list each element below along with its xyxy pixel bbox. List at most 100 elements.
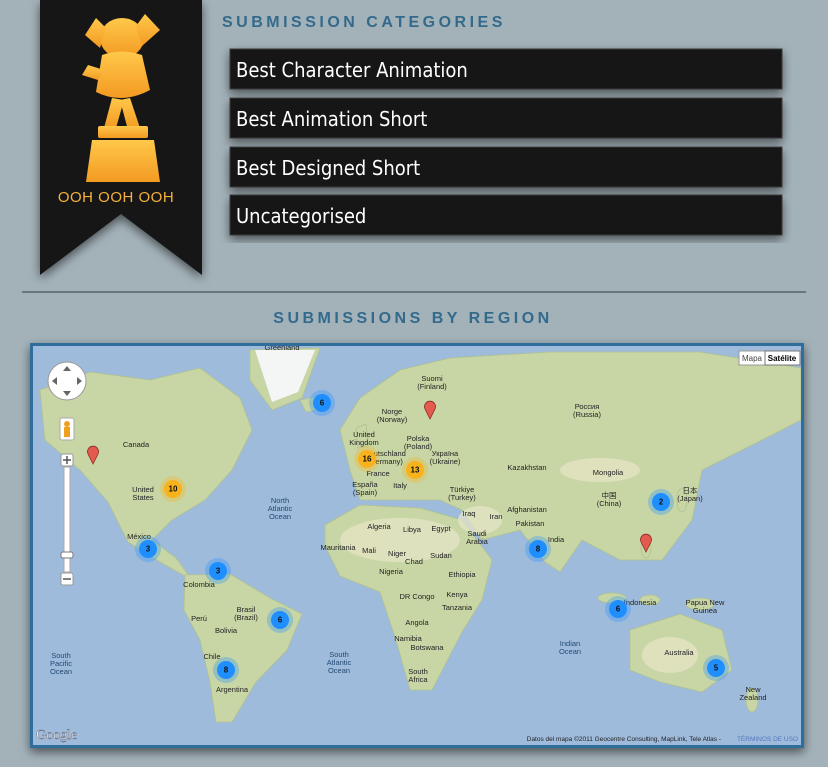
cluster-count[interactable]: 13 (411, 466, 420, 475)
map-label: (Norway) (377, 415, 408, 424)
pegman-icon (64, 427, 70, 437)
cluster-count[interactable]: 8 (224, 666, 229, 675)
map-label: Colombia (183, 580, 216, 589)
map-label: (China) (597, 499, 622, 508)
map-label: Atlantic (268, 504, 293, 513)
cluster[interactable] (139, 540, 157, 558)
map-label: 中国 (602, 490, 617, 500)
map-label: Mauritania (320, 543, 356, 552)
pan-control[interactable] (47, 361, 87, 401)
cluster-count[interactable]: 3 (146, 545, 151, 554)
category-button[interactable] (229, 194, 783, 236)
map-label: States (132, 493, 154, 502)
map-label: Canada (123, 440, 150, 449)
map-controls: Mapa Satélite (47, 350, 801, 586)
category-label[interactable]: Best Character Animation (236, 58, 468, 82)
map-label: Greenland (264, 343, 299, 352)
map-label: Argentina (216, 685, 249, 694)
map-label: (Turkey) (448, 493, 476, 502)
map-label: Pakistan (516, 519, 545, 528)
cluster[interactable] (529, 540, 547, 558)
map-label: Tanzania (442, 603, 473, 612)
cluster[interactable] (707, 659, 725, 677)
map-label: South (408, 667, 428, 676)
map-label: Indian (560, 639, 580, 648)
cluster[interactable] (164, 480, 182, 498)
category-button[interactable] (229, 97, 783, 139)
cluster[interactable] (217, 661, 235, 679)
cluster-count[interactable]: 8 (536, 545, 541, 554)
cluster[interactable] (271, 611, 289, 629)
map-label: Iraq (463, 509, 476, 518)
category-label[interactable]: Uncategorised (236, 204, 366, 228)
map-type-label[interactable]: Satélite (768, 354, 797, 363)
map-label: Kingdom (349, 438, 379, 447)
pin[interactable] (640, 533, 652, 553)
cluster-count[interactable]: 5 (714, 664, 719, 673)
section-heading: SUBMISSIONS BY REGION (273, 310, 552, 327)
map-label: Niger (388, 549, 406, 558)
map-label: Ocean (328, 666, 350, 675)
map-label: Atlantic (327, 658, 352, 667)
map-label: Mali (362, 546, 376, 555)
map-label: (Poland) (404, 442, 433, 451)
cluster[interactable] (652, 493, 670, 511)
category-button[interactable] (229, 146, 783, 188)
map-label: Libya (403, 525, 422, 534)
map-label: Guinea (693, 606, 718, 615)
map-label: (Germany) (367, 457, 403, 466)
cluster[interactable] (209, 562, 227, 580)
map-type-button[interactable] (764, 350, 801, 366)
map-label: Bolivia (215, 626, 238, 635)
cluster[interactable] (313, 394, 331, 412)
map-pins (87, 400, 652, 553)
map-logo[interactable]: Google (36, 728, 78, 743)
map-label: Botswana (411, 643, 445, 652)
map-label: Polska (407, 434, 430, 443)
map-label: (Finland) (417, 382, 447, 391)
map-label: Arabia (466, 537, 489, 546)
cluster[interactable] (406, 461, 424, 479)
map-label: North (271, 496, 289, 505)
map[interactable]: Greenland Suomi(Finland) Norge(Norway) Росс… (33, 343, 801, 745)
cluster[interactable] (609, 600, 627, 618)
map-label: Nigeria (379, 567, 404, 576)
cluster-count[interactable]: 16 (363, 455, 372, 464)
map-label: (Brazil) (234, 613, 258, 622)
map-label: DR Congo (399, 592, 434, 601)
map-label: Angola (405, 618, 429, 627)
map-label: Perú (191, 614, 207, 623)
map-label: Ocean (269, 512, 291, 521)
pin[interactable] (87, 445, 99, 465)
map-label: Pacific (50, 659, 72, 668)
cluster-count[interactable]: 2 (659, 498, 664, 507)
map-terms[interactable]: TÉRMINOS DE USO (737, 734, 798, 743)
cluster-count[interactable]: 6 (616, 605, 621, 614)
cluster-count[interactable]: 10 (169, 485, 178, 494)
cluster-count[interactable]: 6 (320, 399, 325, 408)
cluster[interactable] (358, 450, 376, 468)
desert (340, 458, 698, 673)
zoom-handle[interactable] (60, 551, 74, 559)
ice (255, 350, 315, 402)
category-label[interactable]: Best Animation Short (236, 107, 427, 131)
map-label: Afghanistan (507, 505, 547, 514)
map-type-label[interactable]: Mapa (742, 354, 763, 363)
map-label: Suomi (421, 374, 443, 383)
map-label: South (51, 651, 71, 660)
cluster-count[interactable]: 3 (216, 567, 221, 576)
map-label: Iran (490, 512, 503, 521)
map-label: Algeria (367, 522, 391, 531)
cluster-count[interactable]: 6 (278, 616, 283, 625)
map-label: Indonesia (624, 598, 657, 607)
pin[interactable] (424, 400, 436, 420)
pegman-icon (64, 421, 70, 427)
zoom-in-icon (63, 456, 71, 464)
category-button[interactable] (229, 48, 783, 90)
category-label[interactable]: Best Designed Short (236, 156, 420, 180)
map-label: (Ukraine) (430, 457, 461, 466)
map-label: Sudan (430, 551, 452, 560)
category-list: Best Character Animation Best Animation S… (229, 48, 783, 236)
